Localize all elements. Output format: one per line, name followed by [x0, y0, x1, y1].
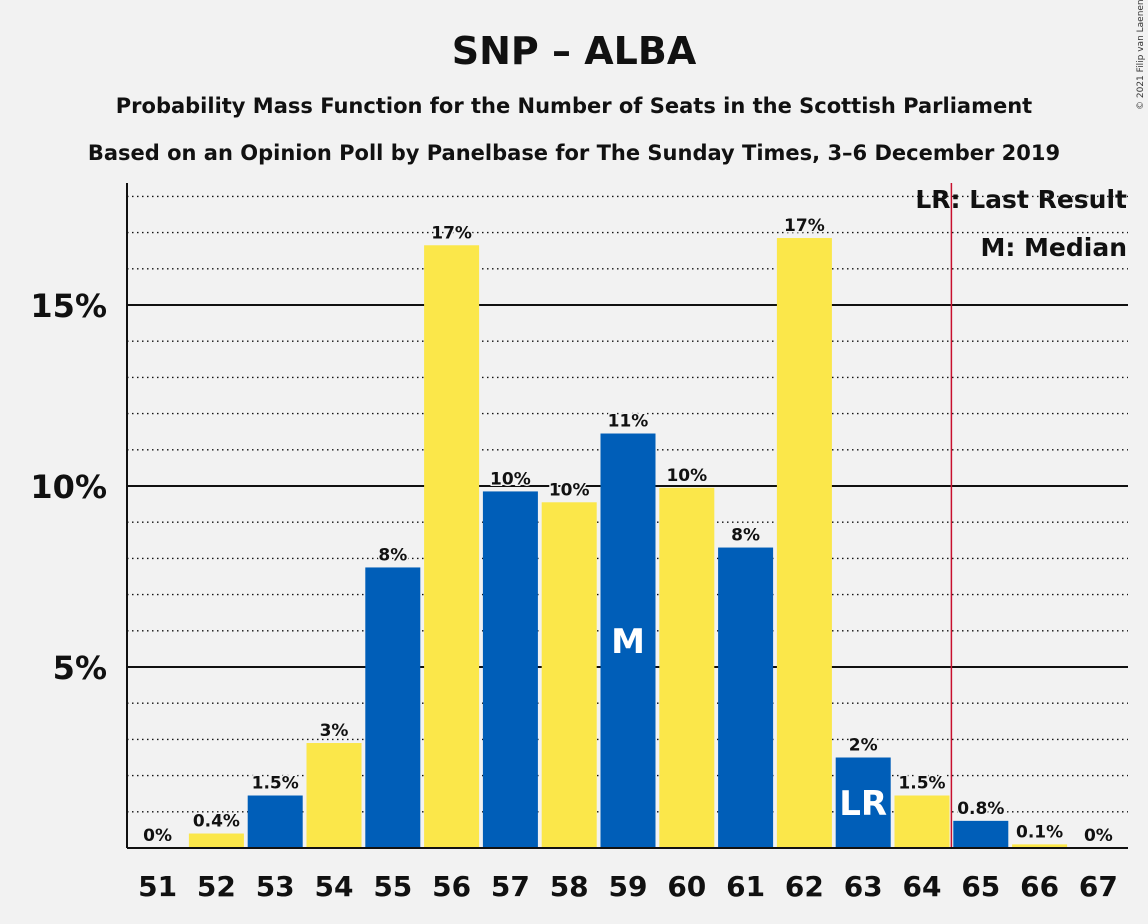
data-label-53: 1.5% — [252, 774, 299, 794]
x-tick-label: 59 — [609, 870, 648, 903]
x-tick-label: 57 — [491, 870, 530, 903]
bar-66 — [1012, 844, 1068, 848]
data-label-58: 10% — [549, 480, 590, 500]
data-label-56: 17% — [431, 223, 472, 243]
data-label-51: 0% — [143, 826, 172, 846]
bars-layer — [188, 238, 1068, 848]
data-label-62: 17% — [784, 216, 825, 236]
y-tick-label: 10% — [30, 468, 107, 506]
axis-layer: 5% 10% 15% 51 52 53 54 55 56 57 58 59 60 61 62 63 64 65 66… — [30, 183, 1128, 903]
legend-layer: LR: Last Result M: Median — [915, 185, 1127, 262]
data-label-61: 8% — [731, 526, 760, 546]
bar-56 — [424, 245, 480, 848]
bar-55 — [365, 567, 421, 848]
data-label-64: 1.5% — [898, 774, 945, 794]
x-tick-label: 66 — [1020, 870, 1059, 903]
data-label-67: 0% — [1084, 826, 1113, 846]
legend-median: M: Median — [980, 233, 1127, 262]
bar-57 — [482, 491, 538, 848]
bar-53 — [247, 795, 303, 848]
data-label-63: 2% — [849, 736, 878, 756]
x-tick-label: 62 — [785, 870, 824, 903]
y-tick-label: 15% — [30, 287, 107, 325]
data-label-52: 0.4% — [193, 812, 240, 832]
data-label-60: 10% — [666, 466, 707, 486]
x-tick-label: 52 — [197, 870, 236, 903]
chart-subtitle-1: Probability Mass Function for the Number… — [116, 94, 1032, 118]
x-tick-label: 51 — [138, 870, 177, 903]
bar-60 — [659, 487, 715, 848]
bar-52 — [188, 833, 244, 848]
bar-64 — [894, 795, 950, 848]
chart-title: SNP – ALBA — [452, 29, 697, 73]
data-label-59: 11% — [608, 412, 649, 432]
data-label-55: 8% — [378, 545, 407, 565]
data-label-57: 10% — [490, 469, 531, 489]
data-label-66: 0.1% — [1016, 822, 1063, 842]
x-tick-label: 65 — [961, 870, 1000, 903]
x-tick-label: 55 — [373, 870, 412, 903]
copyright-text: © 2021 Filip van Laenen — [1136, 0, 1146, 110]
median-marker: M — [611, 622, 645, 662]
labels-layer: 0% 0.4% 1.5% 3% 8% 17% 10% 10% 11% M 10% 8% 17% 2% LR 1… — [142, 215, 1115, 848]
data-label-54: 3% — [320, 721, 349, 741]
x-tick-label: 64 — [903, 870, 942, 903]
x-tick-label: 58 — [550, 870, 589, 903]
x-tick-label: 63 — [844, 870, 883, 903]
bar-65 — [953, 820, 1009, 848]
bar-54 — [306, 743, 362, 848]
x-tick-label: 61 — [726, 870, 765, 903]
y-tick-label: 5% — [53, 649, 107, 687]
data-label-65: 0.8% — [957, 799, 1004, 819]
bar-61 — [718, 547, 774, 848]
bar-58 — [541, 502, 597, 848]
legend-last-result: LR: Last Result — [915, 185, 1127, 214]
bar-62 — [776, 238, 832, 848]
x-tick-label: 56 — [432, 870, 471, 903]
x-tick-label: 54 — [315, 870, 354, 903]
x-tick-label: 67 — [1079, 870, 1118, 903]
chart-subtitle-2: Based on an Opinion Poll by Panelbase fo… — [88, 141, 1060, 165]
bar-63 — [835, 757, 891, 848]
x-tick-label: 53 — [256, 870, 295, 903]
bar-59 — [600, 433, 656, 848]
x-tick-label: 60 — [667, 870, 706, 903]
last-result-marker: LR — [839, 784, 887, 824]
